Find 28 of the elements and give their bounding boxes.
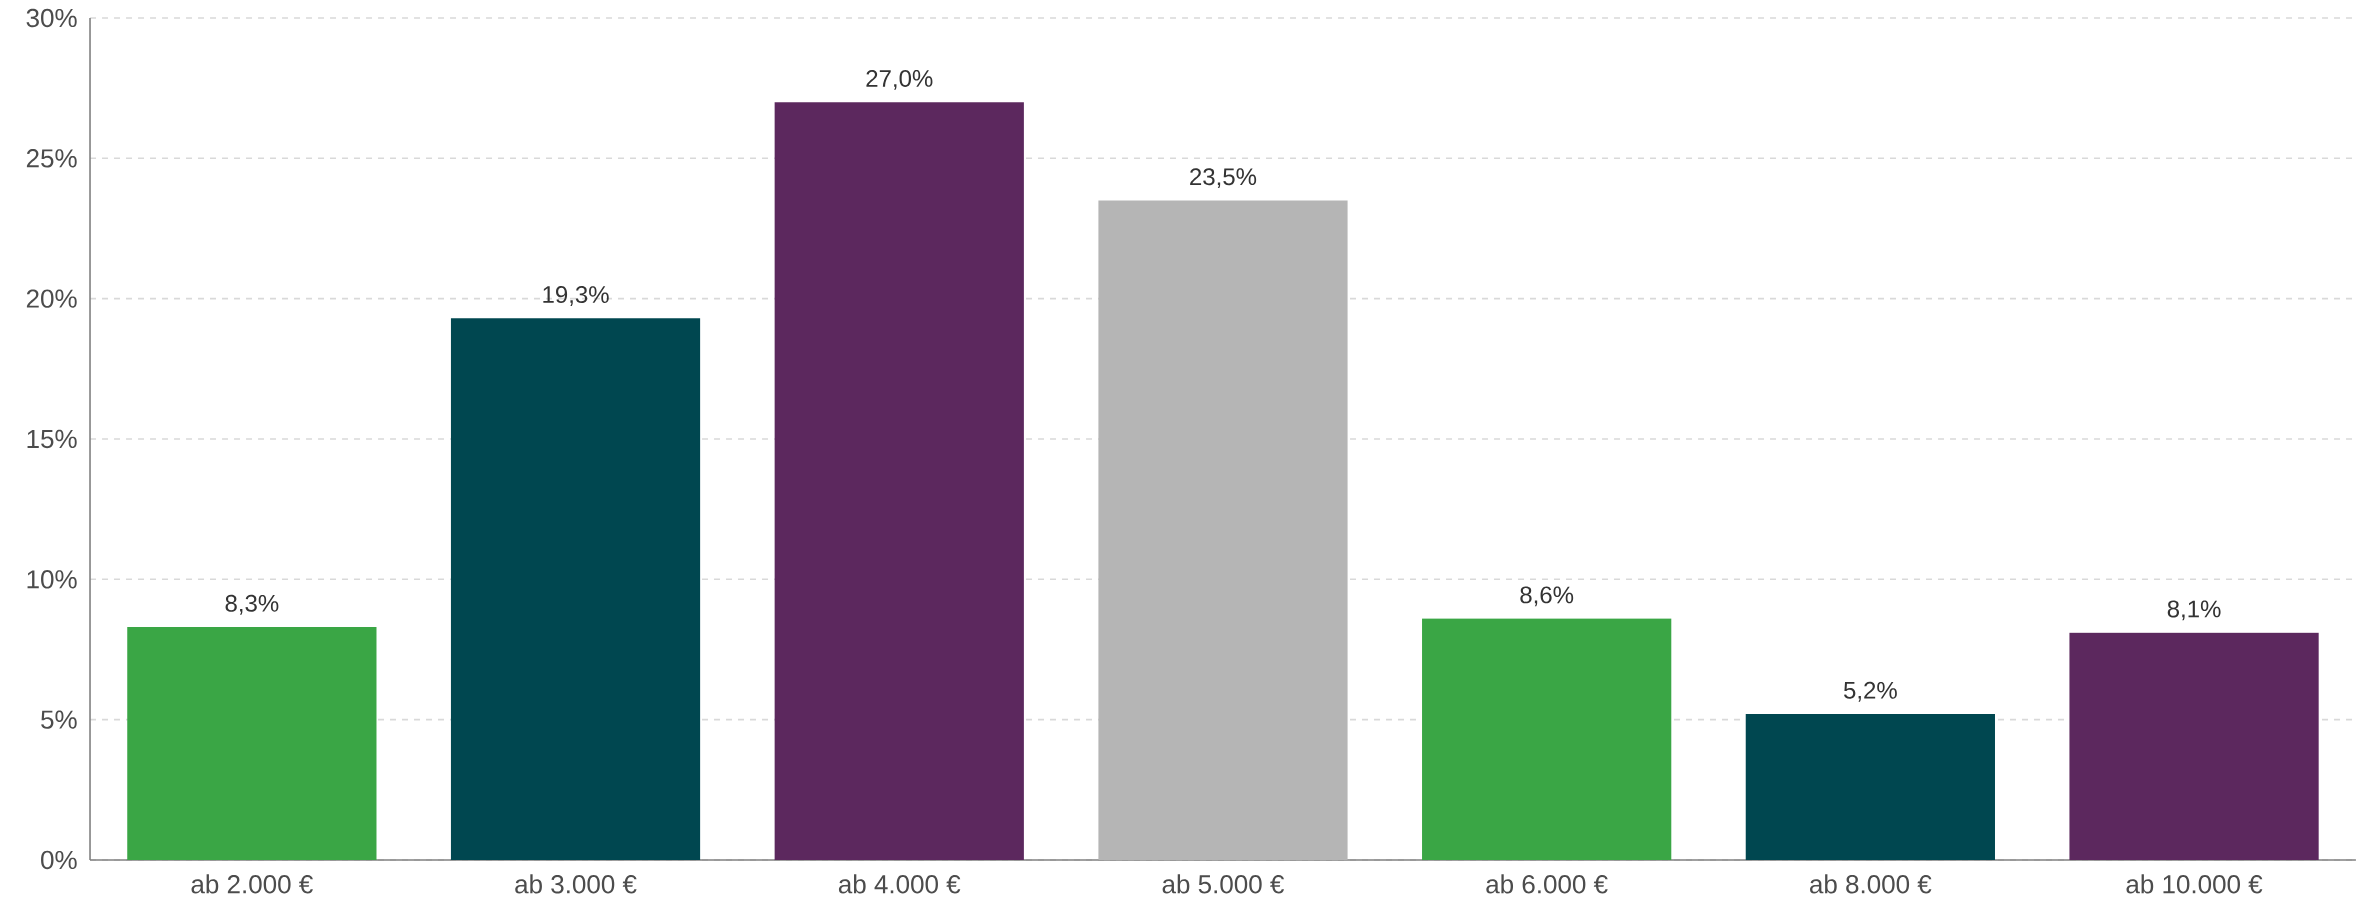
y-tick-label: 5% — [41, 710, 77, 729]
x-tick-label: ab 5.000 € — [1162, 874, 1284, 894]
bar — [774, 102, 1024, 860]
x-tick-label: ab 2.000 € — [191, 874, 313, 894]
bar — [2069, 632, 2319, 860]
x-tick-label: ab 3.000 € — [515, 874, 637, 894]
data-label: 5,2% — [1843, 681, 1897, 702]
y-tick-label: 10% — [27, 570, 77, 589]
y-tick-label: 30% — [26, 8, 77, 28]
y-tick-label: 20% — [26, 289, 77, 308]
bar — [450, 318, 701, 860]
y-tick-label: 25% — [26, 149, 77, 168]
data-label: 8,3% — [225, 594, 279, 615]
y-tick-label: 0% — [41, 850, 77, 870]
data-label: 23,5% — [1190, 168, 1257, 189]
bar — [127, 627, 377, 860]
x-tick-label: ab 6.000 € — [1486, 874, 1608, 894]
y-tick-label: 15% — [27, 429, 77, 449]
x-tick-label: ab 10.000 € — [2126, 874, 2263, 894]
x-tick-label: ab 4.000 € — [838, 874, 961, 894]
bar — [1745, 714, 1995, 860]
bar — [1098, 200, 1348, 860]
data-label: 8,1% — [2167, 600, 2221, 621]
bar — [1422, 618, 1672, 860]
x-tick-label: ab 8.000 € — [1810, 874, 1932, 894]
data-label: 19,3% — [543, 286, 609, 306]
data-label: 8,6% — [1520, 586, 1574, 607]
data-label: 27,0% — [866, 69, 933, 90]
